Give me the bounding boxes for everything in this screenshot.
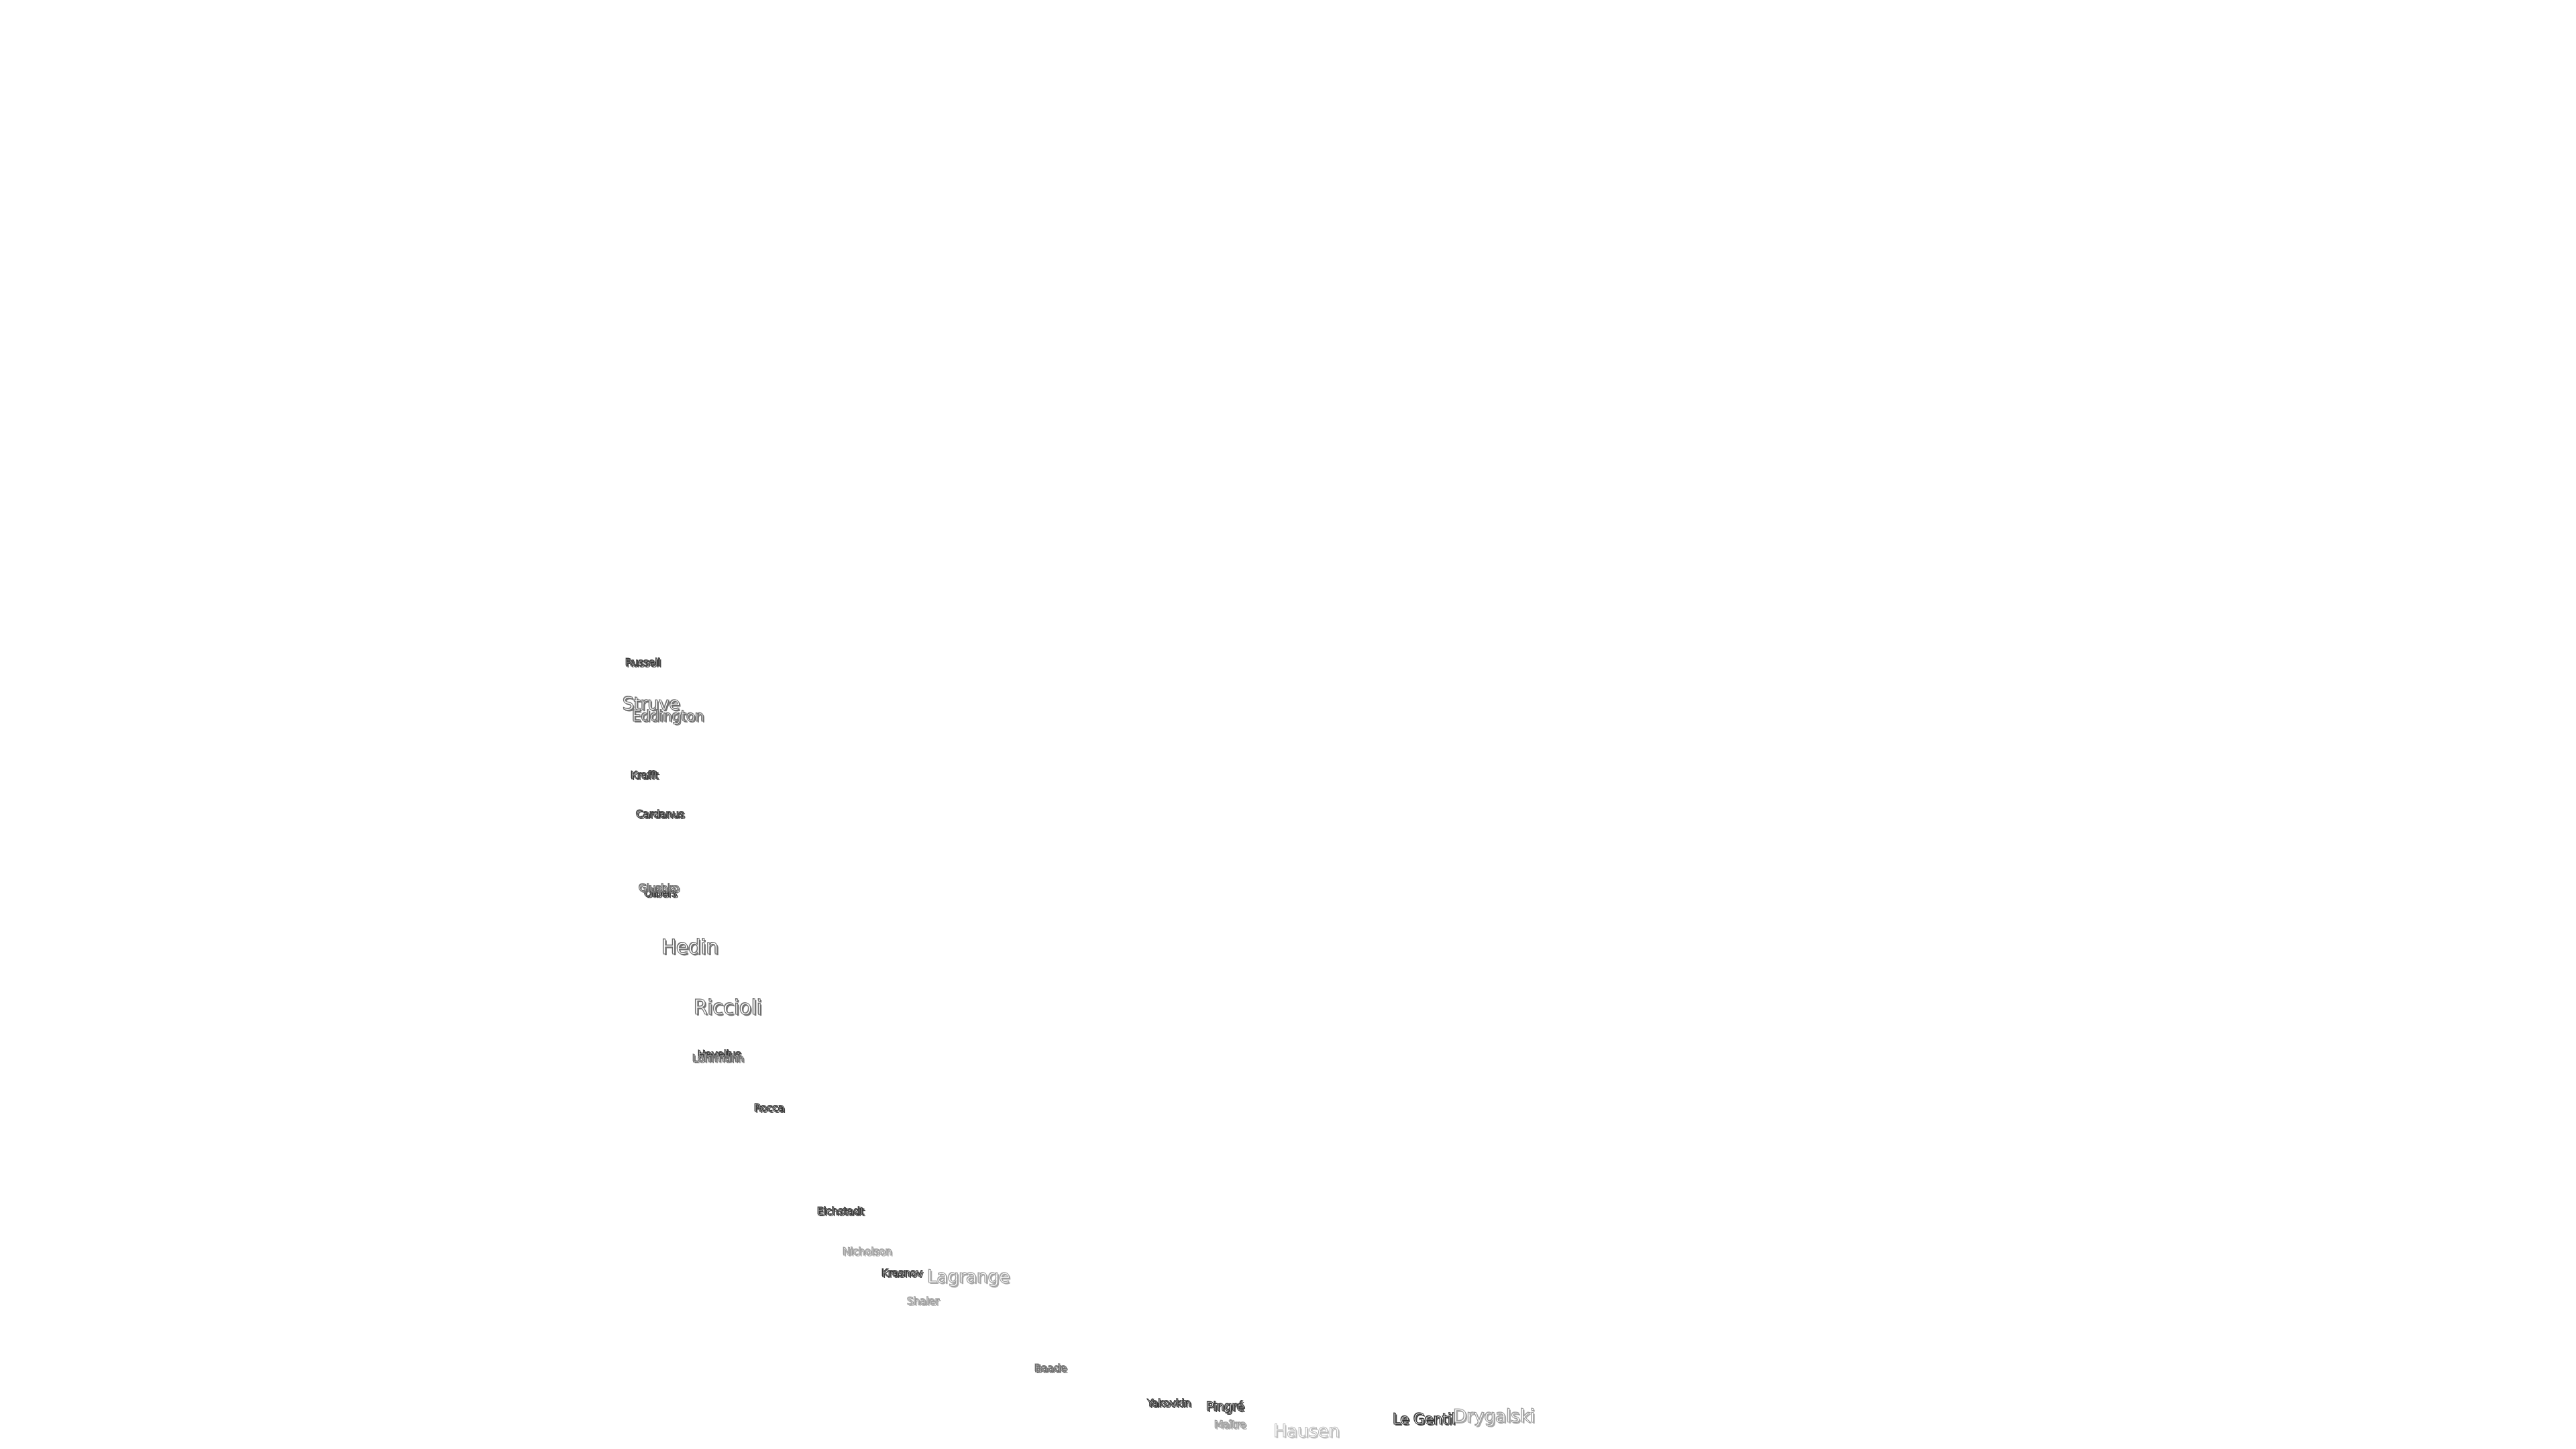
- map-label-lagrange: Lagrange: [926, 1267, 1010, 1287]
- map-label-shaler: Shaler: [907, 1295, 940, 1307]
- map-label-krasnov: Krasnov: [881, 1267, 923, 1279]
- map-label-glushko: Glushko: [638, 881, 680, 894]
- map-label-hedin: Hedin: [661, 936, 719, 959]
- map-label-nicholson: Nicholson: [842, 1245, 892, 1258]
- map-label-hevelius: Hevelius: [698, 1048, 742, 1061]
- map-label-cardanus: Cardanus: [636, 808, 685, 820]
- map-label-lohrmann: Lohrmann: [692, 1052, 745, 1065]
- map-label-rocca: Rocca: [753, 1102, 785, 1114]
- map-label-russell: Russell: [625, 656, 661, 669]
- map-label-hausen: Hausen: [1273, 1421, 1340, 1442]
- map-label-krafft: Krafft: [630, 769, 659, 782]
- map-label-eddington: Eddington: [631, 708, 704, 725]
- map-label-le-gentil: Le Gentil: [1392, 1411, 1456, 1428]
- map-label-drygalski: Drygalski: [1453, 1406, 1536, 1427]
- map-label-struve: Struve: [623, 694, 681, 714]
- map-label-eichstadt: Eichstadt: [817, 1205, 865, 1218]
- map-label-pingre: Pingré: [1206, 1399, 1245, 1414]
- map-label-riccioli: Riccioli: [694, 996, 763, 1020]
- map-label-maitre: Maître: [1214, 1418, 1246, 1431]
- map-label-olbers: Olbers: [644, 887, 678, 900]
- map-label-yakovkin: Yakovkin: [1146, 1397, 1191, 1409]
- map-label-baade: Baade: [1034, 1362, 1067, 1375]
